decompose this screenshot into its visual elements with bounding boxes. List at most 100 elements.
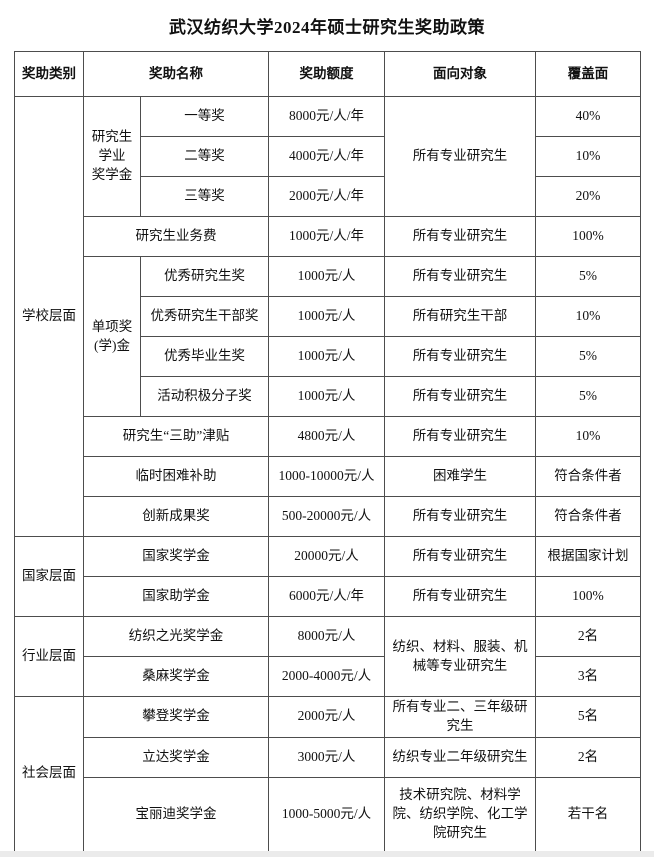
table-row: 宝丽迪奖学金 1000-5000元/人 技术研究院、材料学院、纺织学院、化工学院… <box>15 776 641 852</box>
table-row: 行业层面 纺织之光奖学金 8000元/人 纺织、材料、服装、机械等专业研究生 2… <box>14 616 641 697</box>
table-row: 三等奖 2000元/人/年 20% <box>15 176 641 217</box>
cell-amount: 6000元/人/年 <box>268 576 385 617</box>
cell-name: 立达奖学金 <box>83 736 269 778</box>
cell-amount: 1000元/人 <box>268 336 385 377</box>
cell-target: 纺织专业二年级研究生 <box>384 736 536 778</box>
table-row: 临时困难补助 1000-10000元/人 困难学生 符合条件者 <box>15 456 641 497</box>
cell-amount: 1000元/人 <box>268 376 385 417</box>
cell-target: 所有专业研究生 <box>384 96 536 217</box>
header-category: 奖助类别 <box>14 51 84 97</box>
table-row: 单项奖 (学)金 优秀研究生奖 1000元/人 所有专业研究生 5% <box>15 256 641 417</box>
cell-coverage: 100% <box>535 576 641 617</box>
cell-amount: 1000-5000元/人 <box>268 776 385 852</box>
cell-coverage: 10% <box>535 416 641 457</box>
cell-category-industry: 行业层面 <box>14 616 84 697</box>
cell-coverage: 3名 <box>535 656 641 697</box>
cell-amount: 1000-10000元/人 <box>268 456 385 497</box>
cell-group-single-award: 单项奖 (学)金 <box>83 256 141 417</box>
cell-coverage: 2名 <box>535 616 641 657</box>
cell-target: 所有专业研究生 <box>384 216 536 257</box>
cell-amount: 1000元/人 <box>268 296 385 337</box>
cell-amount: 1000元/人 <box>268 256 385 297</box>
cell-coverage: 2名 <box>535 736 641 778</box>
cell-coverage: 20% <box>535 176 641 217</box>
header-coverage: 覆盖面 <box>535 51 641 97</box>
cell-name: 优秀研究生奖 <box>140 256 269 297</box>
cell-target: 所有专业研究生 <box>384 336 536 377</box>
cell-name: 研究生业务费 <box>83 216 269 257</box>
cell-amount: 1000元/人/年 <box>268 216 385 257</box>
cell-name: 国家助学金 <box>83 576 269 617</box>
cell-coverage: 5% <box>535 336 641 377</box>
table-row: 研究生业务费 1000元/人/年 所有专业研究生 100% <box>15 216 641 257</box>
cell-amount: 4000元/人/年 <box>268 136 385 177</box>
cell-name: 优秀研究生干部奖 <box>140 296 269 337</box>
cell-name: 活动积极分子奖 <box>140 376 269 417</box>
cell-target: 所有研究生干部 <box>384 296 536 337</box>
cell-name: 国家奖学金 <box>83 536 269 577</box>
cell-target: 技术研究院、材料学院、纺织学院、化工学院研究生 <box>384 776 536 852</box>
cell-amount: 8000元/人 <box>268 616 385 657</box>
cell-name: 纺织之光奖学金 <box>83 616 269 657</box>
cell-coverage: 10% <box>535 136 641 177</box>
cell-target: 所有专业研究生 <box>384 376 536 417</box>
cell-name: 一等奖 <box>140 96 269 137</box>
cell-coverage: 符合条件者 <box>535 496 641 537</box>
table-row: 优秀研究生干部奖 1000元/人 所有研究生干部 10% <box>15 296 641 337</box>
cell-target: 所有专业二、三年级研究生 <box>384 696 536 738</box>
cell-amount: 20000元/人 <box>268 536 385 577</box>
cell-target: 困难学生 <box>384 456 536 497</box>
cell-name: 三等奖 <box>140 176 269 217</box>
table-row: 桑麻奖学金 2000-4000元/人 3名 <box>15 656 641 697</box>
cell-amount: 8000元/人/年 <box>268 96 385 137</box>
header-amount: 奖助额度 <box>268 51 385 97</box>
cell-category-national: 国家层面 <box>14 536 84 617</box>
cell-target: 纺织、材料、服装、机械等专业研究生 <box>384 616 536 697</box>
cell-name: 优秀毕业生奖 <box>140 336 269 377</box>
cell-target: 所有专业研究生 <box>384 536 536 577</box>
table-row: 立达奖学金 3000元/人 纺织专业二年级研究生 2名 <box>15 736 641 778</box>
cell-coverage: 5% <box>535 376 641 417</box>
cell-amount: 2000元/人 <box>268 696 385 738</box>
page-bottom-edge <box>0 851 654 857</box>
cell-group-academic: 研究生 学业 奖学金 <box>83 96 141 217</box>
cell-target: 所有专业研究生 <box>384 416 536 457</box>
page-title: 武汉纺织大学2024年硕士研究生奖助政策 <box>169 18 485 37</box>
cell-coverage: 根据国家计划 <box>535 536 641 577</box>
cell-target: 所有专业研究生 <box>384 256 536 297</box>
table-row: 二等奖 4000元/人/年 10% <box>15 136 641 177</box>
scholarship-policy-table: 奖助类别 奖助名称 奖助额度 面向对象 覆盖面 学校层面 研究生 学业 奖学金 … <box>14 51 641 852</box>
cell-coverage: 40% <box>535 96 641 137</box>
cell-amount: 2000元/人/年 <box>268 176 385 217</box>
cell-amount: 4800元/人 <box>268 416 385 457</box>
table-row: 创新成果奖 500-20000元/人 所有专业研究生 符合条件者 <box>15 496 641 537</box>
table-row: 优秀毕业生奖 1000元/人 所有专业研究生 5% <box>15 336 641 377</box>
cell-target: 所有专业研究生 <box>384 576 536 617</box>
table-row: 社会层面 攀登奖学金 2000元/人 所有专业二、三年级研究生 5名 <box>14 696 641 852</box>
cell-target: 所有专业研究生 <box>384 496 536 537</box>
header-name: 奖助名称 <box>83 51 269 97</box>
table-row: 学校层面 研究生 学业 奖学金 一等奖 8000元/人/年 所有专业研究生 40… <box>14 96 641 537</box>
cell-name: 二等奖 <box>140 136 269 177</box>
table-header-row: 奖助类别 奖助名称 奖助额度 面向对象 覆盖面 <box>14 51 641 97</box>
cell-category-school: 学校层面 <box>14 96 84 537</box>
cell-coverage: 100% <box>535 216 641 257</box>
table-row: 国家层面 国家奖学金 20000元/人 所有专业研究生 根据国家计划 <box>14 536 641 617</box>
cell-coverage: 10% <box>535 296 641 337</box>
cell-name: 攀登奖学金 <box>83 696 269 738</box>
table-row: 活动积极分子奖 1000元/人 所有专业研究生 5% <box>15 376 641 417</box>
cell-coverage: 5名 <box>535 696 641 738</box>
cell-name: 研究生“三助”津贴 <box>83 416 269 457</box>
table-row: 国家助学金 6000元/人/年 所有专业研究生 100% <box>15 576 641 617</box>
cell-name: 桑麻奖学金 <box>83 656 269 697</box>
cell-amount: 3000元/人 <box>268 736 385 778</box>
cell-name: 创新成果奖 <box>83 496 269 537</box>
cell-amount: 500-20000元/人 <box>268 496 385 537</box>
cell-coverage: 符合条件者 <box>535 456 641 497</box>
cell-amount: 2000-4000元/人 <box>268 656 385 697</box>
header-target: 面向对象 <box>384 51 536 97</box>
cell-category-social: 社会层面 <box>14 696 84 852</box>
cell-coverage: 若干名 <box>535 776 641 852</box>
cell-name: 临时困难补助 <box>83 456 269 497</box>
table-row: 研究生“三助”津贴 4800元/人 所有专业研究生 10% <box>15 416 641 457</box>
